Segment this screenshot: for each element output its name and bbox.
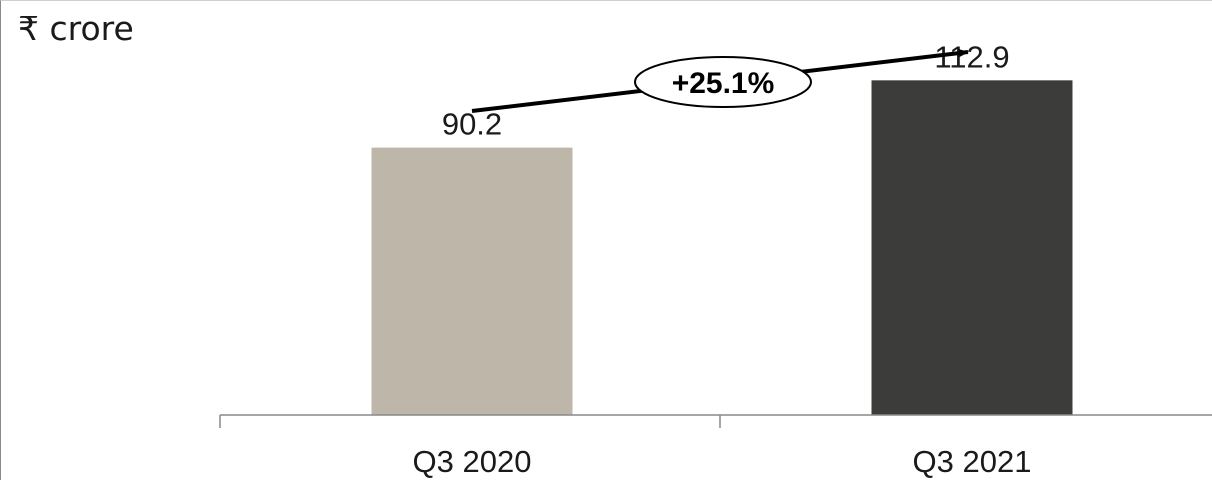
x-tick-label: Q3 2020: [413, 444, 532, 479]
growth-annotation: +25.1%: [471, 49, 969, 113]
x-tick-label: Q3 2021: [913, 444, 1032, 479]
value-labels-group: 90.2 112.9: [442, 39, 1010, 141]
value-label: 90.2: [442, 107, 502, 142]
x-tick-labels-group: Q3 2020 Q3 2021: [413, 444, 1032, 479]
growth-badge: [634, 56, 812, 108]
bars-group: [371, 80, 1073, 415]
x-axis: [219, 414, 1212, 428]
unit-label: ₹ crore: [18, 9, 134, 48]
bar-2: [871, 80, 1073, 415]
value-label: 112.9: [934, 39, 1009, 74]
bar-1: [371, 147, 573, 415]
growth-label: +25.1%: [672, 67, 775, 100]
